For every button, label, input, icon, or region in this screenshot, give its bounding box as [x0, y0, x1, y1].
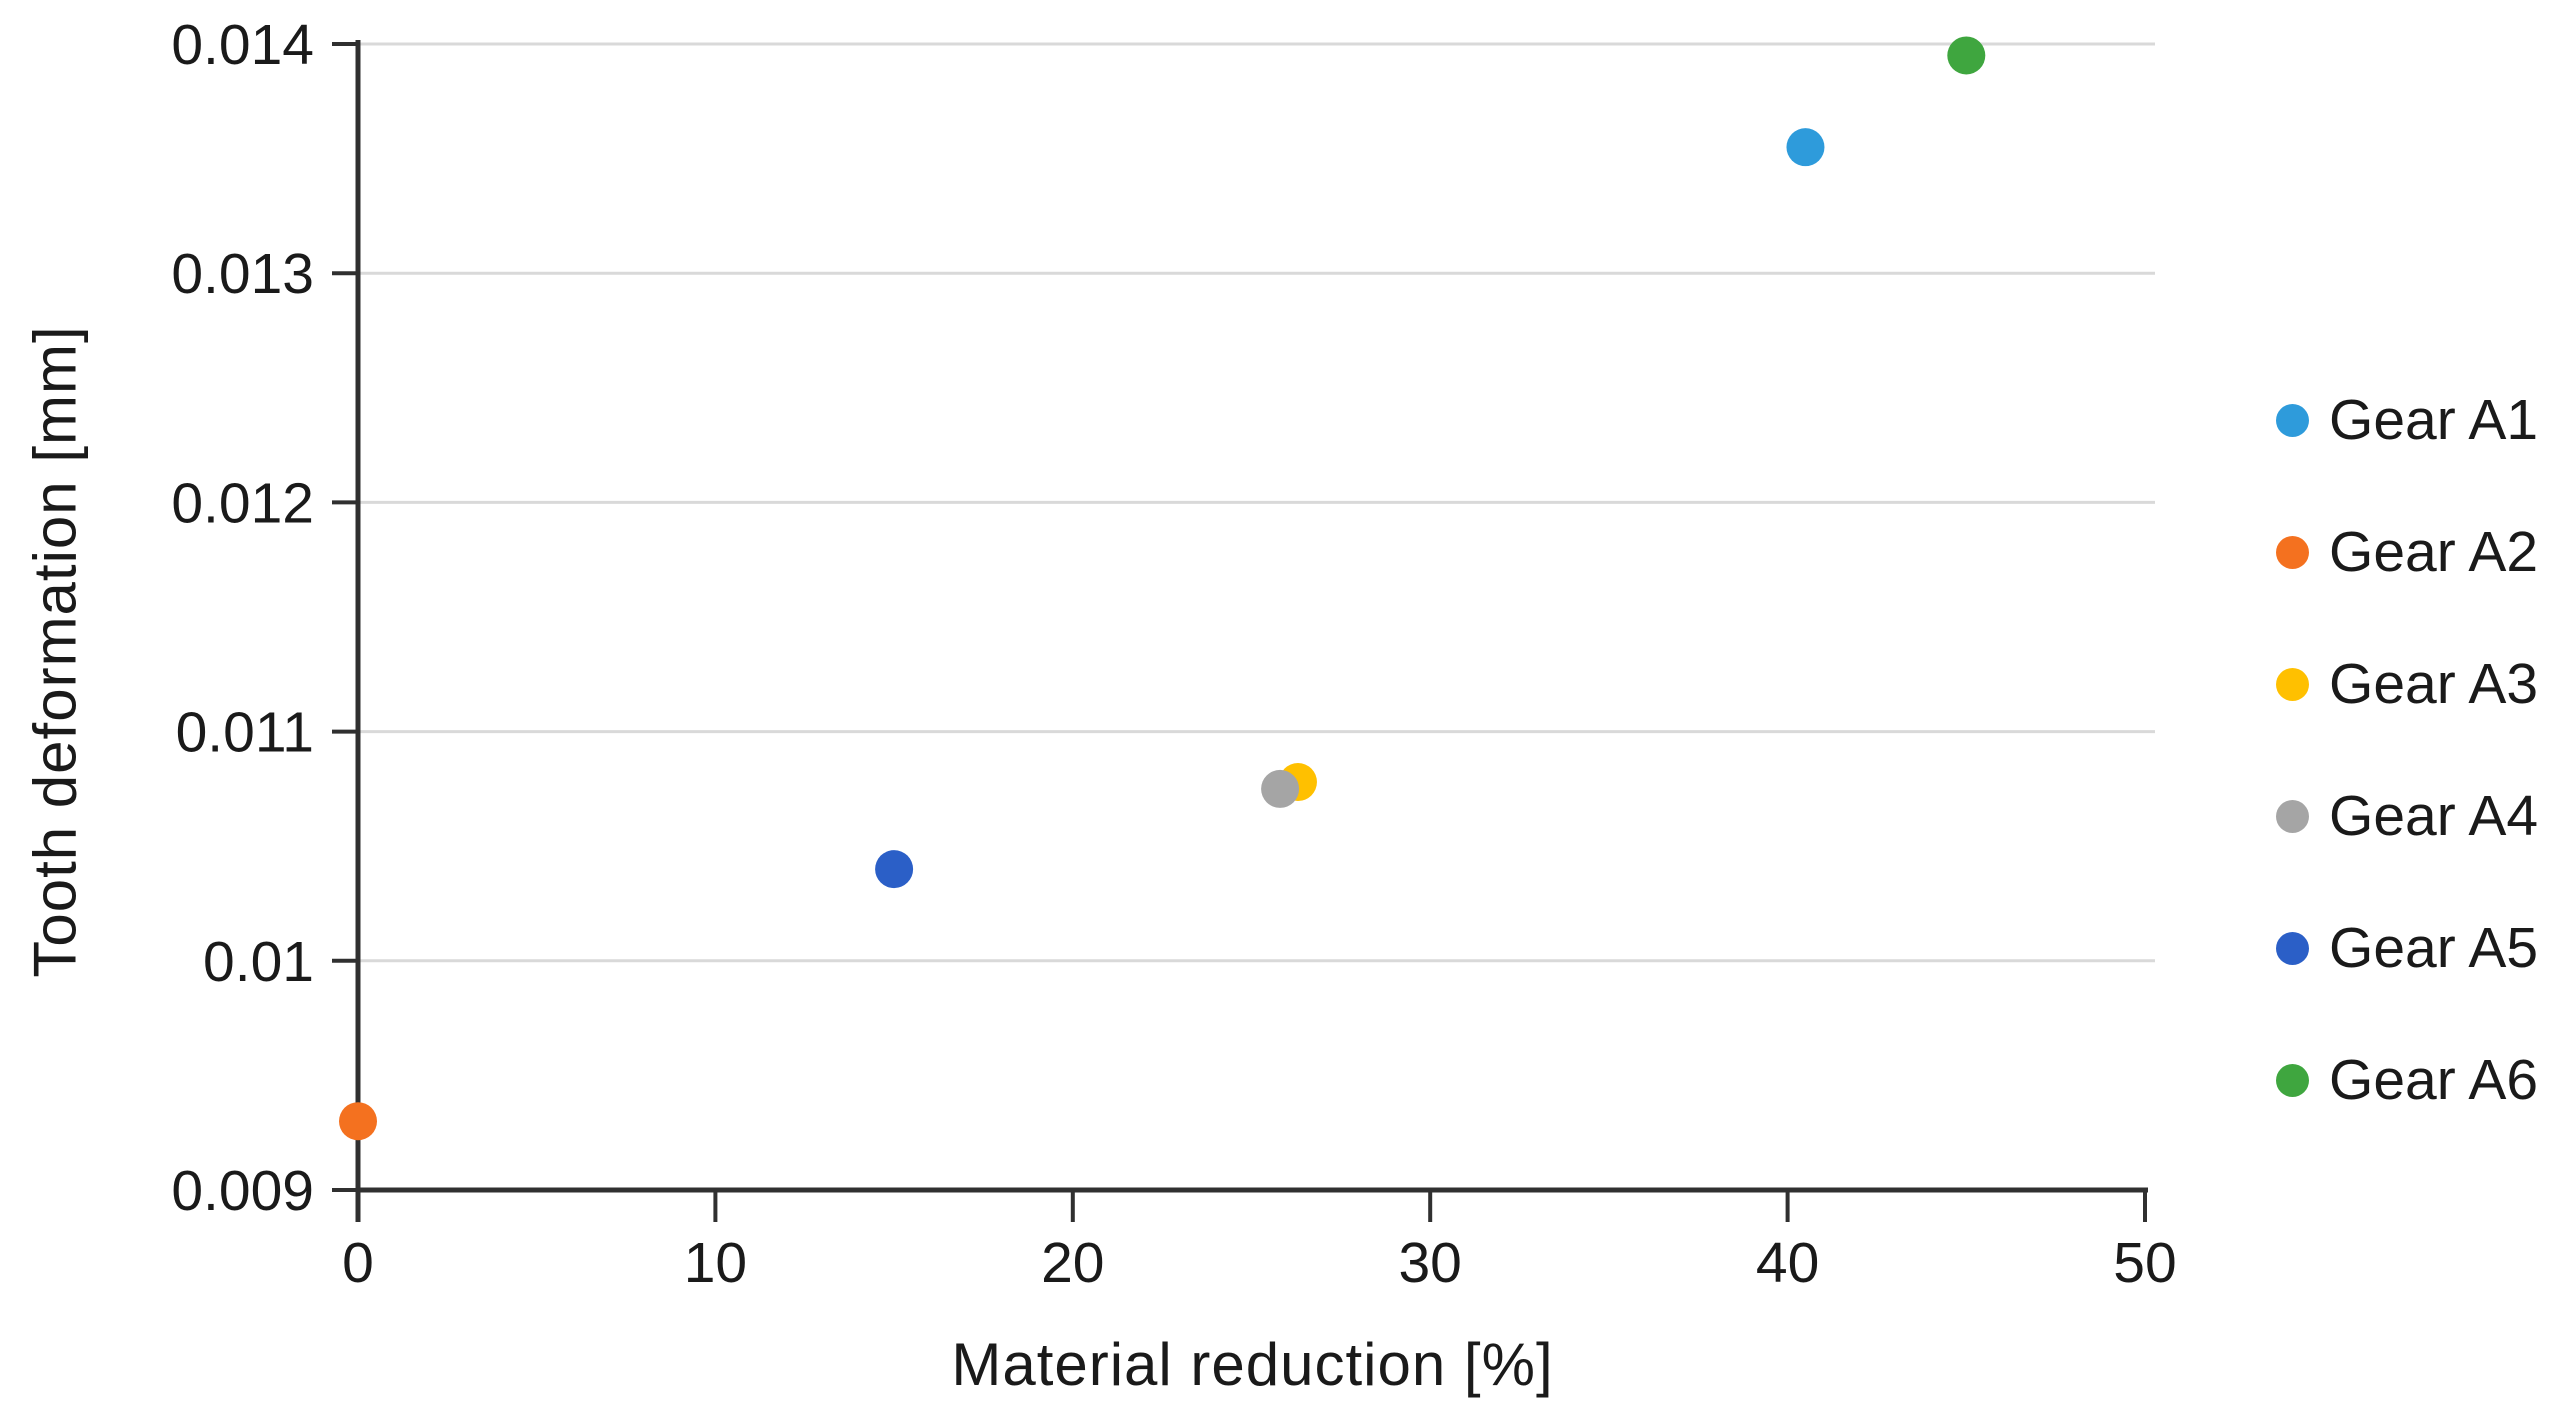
x-tick-label: 40 — [1756, 1231, 1819, 1295]
legend-item: Gear A2 — [2260, 486, 2574, 618]
legend-item: Gear A3 — [2260, 618, 2574, 750]
y-tick-label: 0.009 — [171, 1159, 314, 1223]
data-point-gear-a1 — [1786, 128, 1825, 167]
x-tick-label: 10 — [684, 1231, 747, 1295]
y-tick-label: 0.012 — [171, 471, 314, 535]
x-tick-label: 30 — [1398, 1231, 1461, 1295]
x-tick-label: 20 — [1041, 1231, 1104, 1295]
legend-marker-icon — [2276, 667, 2309, 701]
legend-item: Gear A1 — [2260, 354, 2574, 486]
legend-label: Gear A4 — [2329, 784, 2539, 848]
x-tick-label: 50 — [2113, 1231, 2176, 1295]
y-axis-title: Tooth deformation [mm] — [21, 325, 89, 978]
legend-label: Gear A1 — [2329, 388, 2539, 452]
legend-marker-icon — [2276, 403, 2309, 437]
x-axis-title: Material reduction [%] — [951, 1331, 1554, 1398]
legend-marker-icon — [2276, 799, 2309, 833]
y-tick-label: 0.013 — [171, 242, 314, 306]
legend-item: Gear A4 — [2260, 750, 2574, 882]
legend-label: Gear A5 — [2329, 916, 2539, 980]
data-point-gear-a6 — [1947, 36, 1986, 75]
legend: Gear A1 Gear A2 Gear A3 Gear A4 Gear A5 Gear … — [2260, 354, 2574, 1146]
legend-marker-icon — [2276, 535, 2309, 569]
legend-label: Gear A3 — [2329, 652, 2539, 716]
data-point-gear-a4 — [1261, 769, 1300, 808]
data-point-gear-a5 — [875, 850, 914, 889]
legend-label: Gear A2 — [2329, 520, 2539, 584]
y-tick-label: 0.01 — [203, 930, 314, 994]
y-tick-label: 0.014 — [171, 13, 314, 77]
x-tick-label: 0 — [342, 1231, 374, 1295]
legend-item: Gear A5 — [2260, 882, 2574, 1014]
legend-label: Gear A6 — [2329, 1048, 2539, 1112]
y-tick-label: 0.011 — [176, 701, 314, 765]
legend-marker-icon — [2276, 931, 2309, 965]
legend-marker-icon — [2276, 1063, 2309, 1097]
data-point-gear-a2 — [339, 1102, 377, 1141]
legend-item: Gear A6 — [2260, 1014, 2574, 1146]
